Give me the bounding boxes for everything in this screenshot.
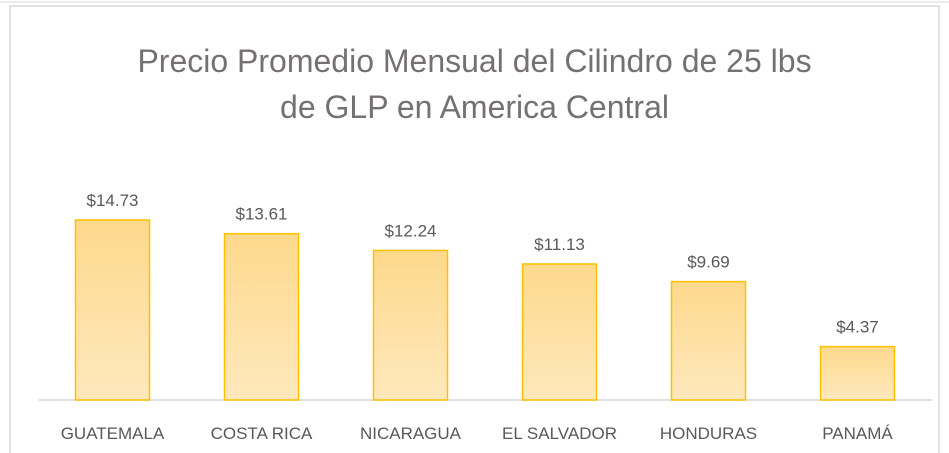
data-label: $12.24 [385,221,437,240]
bar [74,219,151,401]
data-label: $14.73 [87,191,139,210]
x-tick-label: EL SALVADOR [502,424,617,443]
x-tick-label: COSTA RICA [211,424,313,443]
bar [521,263,598,401]
chart-border [9,5,940,453]
data-label: $13.61 [236,205,288,224]
data-label: $4.37 [836,318,879,337]
data-label: $9.69 [687,253,730,272]
bar [819,345,896,401]
chart-title: Precio Promedio Mensual del Cilindro de … [137,43,812,125]
x-tick-label: HONDURAS [660,424,757,443]
x-tick-label: GUATEMALA [61,424,165,443]
x-tick-label: NICARAGUA [360,424,462,443]
data-label: $11.13 [534,235,585,254]
x-tick-label: PANAMÁ [822,424,893,443]
bar [670,280,747,401]
bar [372,249,449,401]
bar [223,232,300,401]
